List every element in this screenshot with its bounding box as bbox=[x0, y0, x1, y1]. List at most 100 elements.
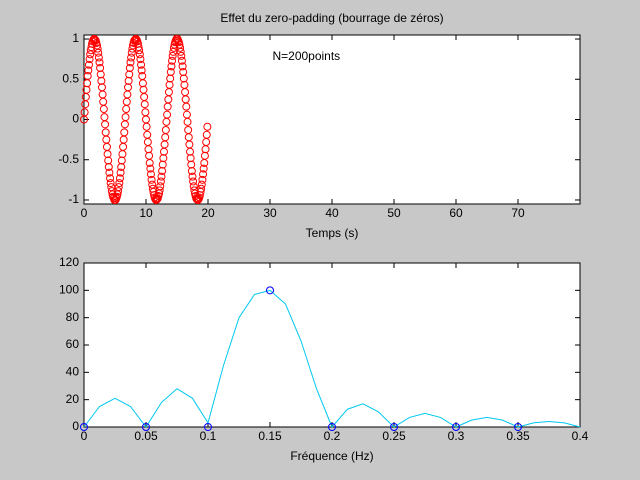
annotation: N=200points bbox=[272, 49, 340, 63]
x-tick-label: 0.3 bbox=[448, 429, 465, 443]
data-point bbox=[163, 110, 172, 119]
x-tick-label: 0 bbox=[81, 429, 88, 443]
y-tick-label: 0 bbox=[72, 419, 79, 433]
data-point bbox=[155, 186, 164, 195]
y-tick-label: 1 bbox=[72, 31, 79, 45]
data-point bbox=[117, 156, 126, 165]
data-point bbox=[137, 60, 146, 69]
x-tick-label: 0.1 bbox=[200, 429, 217, 443]
data-point bbox=[114, 187, 123, 196]
data-point bbox=[179, 68, 188, 77]
x-axis-label: Temps (s) bbox=[306, 226, 359, 240]
data-point bbox=[94, 53, 103, 62]
data-point bbox=[104, 156, 113, 165]
data-point bbox=[183, 117, 192, 126]
data-point bbox=[106, 179, 115, 188]
chart-title: Effet du zero-padding (bourrage de zéros… bbox=[220, 11, 443, 25]
data-point bbox=[80, 423, 88, 431]
data-point bbox=[188, 172, 197, 181]
data-point bbox=[200, 151, 209, 160]
data-point bbox=[158, 160, 167, 169]
x-tick-label: 0.25 bbox=[382, 429, 406, 443]
data-point bbox=[125, 63, 134, 72]
data-point bbox=[83, 72, 92, 81]
data-point bbox=[157, 172, 166, 181]
data-point bbox=[182, 102, 191, 111]
data-point bbox=[95, 58, 104, 67]
data-point bbox=[146, 164, 155, 173]
data-point bbox=[178, 62, 187, 71]
data-point bbox=[125, 70, 134, 79]
axes-background bbox=[83, 34, 581, 205]
data-point bbox=[93, 44, 102, 53]
data-point bbox=[158, 167, 167, 176]
data-point bbox=[115, 174, 124, 183]
data-point bbox=[101, 120, 110, 129]
data-point bbox=[328, 423, 336, 431]
data-point bbox=[138, 79, 147, 88]
data-point bbox=[176, 43, 185, 52]
data-point bbox=[168, 56, 177, 65]
data-point bbox=[85, 55, 94, 64]
data-point bbox=[140, 100, 149, 109]
data-point bbox=[204, 423, 212, 431]
data-point bbox=[104, 162, 113, 171]
data-point bbox=[106, 174, 115, 183]
data-point bbox=[80, 108, 89, 117]
data-point bbox=[186, 154, 195, 163]
data-point bbox=[166, 74, 175, 83]
data-point bbox=[137, 66, 146, 75]
data-point bbox=[105, 168, 114, 177]
data-point bbox=[136, 55, 145, 64]
data-point bbox=[147, 175, 156, 184]
x-tick-label: 30 bbox=[263, 206, 277, 220]
data-point bbox=[126, 58, 135, 67]
data-point bbox=[187, 160, 196, 169]
x-tick-label: 50 bbox=[387, 206, 401, 220]
data-point bbox=[124, 76, 133, 85]
data-point bbox=[144, 145, 153, 154]
data-point bbox=[203, 122, 212, 131]
data-point bbox=[96, 63, 105, 72]
y-tick-label: 0 bbox=[72, 112, 79, 126]
y-tick-label: -0.5 bbox=[58, 152, 79, 166]
x-tick-label: 10 bbox=[139, 206, 153, 220]
data-point bbox=[120, 128, 129, 137]
data-point bbox=[121, 113, 130, 122]
data-point bbox=[266, 286, 274, 295]
y-tick-label: 40 bbox=[66, 365, 80, 379]
data-point bbox=[116, 168, 125, 177]
y-tick-label: -1 bbox=[68, 192, 79, 206]
data-point bbox=[103, 150, 112, 159]
data-point bbox=[135, 46, 144, 55]
data-point bbox=[177, 51, 186, 60]
data-point bbox=[99, 105, 108, 114]
data-point bbox=[202, 130, 211, 139]
y-tick-label: 80 bbox=[66, 310, 80, 324]
data-point bbox=[179, 74, 188, 83]
x-axis-label: Fréquence (Hz) bbox=[290, 449, 373, 463]
y-tick-label: 0.5 bbox=[62, 71, 79, 85]
data-point bbox=[168, 51, 177, 60]
data-point bbox=[167, 62, 176, 71]
data-line bbox=[83, 289, 581, 428]
data-point bbox=[161, 125, 170, 134]
x-tick-label: 20 bbox=[201, 206, 215, 220]
data-point bbox=[146, 170, 155, 179]
data-point bbox=[186, 147, 195, 156]
data-point bbox=[176, 47, 185, 56]
data-point bbox=[177, 56, 186, 65]
y-tick-label: 20 bbox=[66, 392, 80, 406]
data-point bbox=[84, 66, 93, 75]
x-tick-label: 60 bbox=[449, 206, 463, 220]
data-point bbox=[145, 158, 154, 167]
data-point bbox=[156, 182, 165, 191]
data-point bbox=[96, 70, 105, 79]
data-point bbox=[124, 83, 133, 92]
data-point bbox=[390, 423, 398, 431]
data-point bbox=[117, 162, 126, 171]
y-tick-label: 120 bbox=[59, 255, 79, 269]
axes-background bbox=[83, 262, 581, 428]
